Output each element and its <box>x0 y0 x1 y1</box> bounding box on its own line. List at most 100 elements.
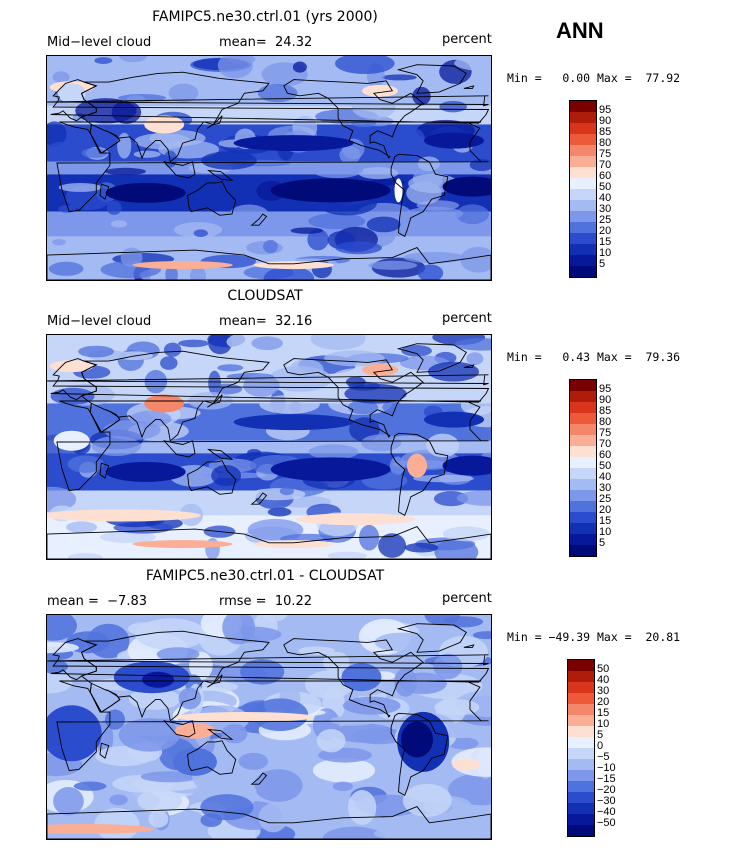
field-patch <box>81 148 108 158</box>
coastline <box>89 123 121 154</box>
field-patch <box>361 434 402 452</box>
colorbar-swatch <box>568 726 594 737</box>
field-patch <box>57 83 86 104</box>
colorbar-swatch <box>568 748 594 759</box>
coastline <box>463 85 475 89</box>
colorbar-swatch <box>570 479 596 490</box>
field-patch <box>454 56 491 71</box>
field-patch <box>401 345 433 357</box>
field-patch <box>324 350 385 367</box>
colorbar-swatch <box>570 501 596 512</box>
coastline <box>162 720 196 738</box>
field-patch <box>374 632 431 652</box>
colorbar-tick-label: 60 <box>599 449 612 461</box>
field-patch <box>272 343 314 362</box>
field-patch <box>253 261 334 270</box>
field-patch <box>401 721 433 758</box>
field-patch <box>358 167 399 180</box>
colorbar-swatch <box>568 825 594 836</box>
colorbar-tick-label: 5 <box>599 537 606 549</box>
colorbar-tick-label: −10 <box>597 762 616 774</box>
colorbar-swatch <box>570 101 596 112</box>
coastline <box>283 358 424 438</box>
field-patch <box>351 95 396 119</box>
panel1-variable-label: Mid−level cloud <box>47 35 152 50</box>
field-patch <box>78 345 115 358</box>
field-patch <box>47 642 79 654</box>
field-patch <box>344 383 407 404</box>
field-patch <box>134 618 207 650</box>
colorbar-tick-label: 95 <box>599 104 612 116</box>
field-patch <box>405 206 464 221</box>
field-patch <box>454 338 491 351</box>
field-patch <box>263 239 278 253</box>
field-patch <box>105 182 186 203</box>
coastline <box>390 153 449 238</box>
colorbar-swatch <box>570 468 596 479</box>
field-patch <box>178 339 210 348</box>
field-patch <box>307 228 329 251</box>
field-patch <box>439 100 468 113</box>
field-patch <box>94 57 113 65</box>
field-patch <box>407 453 427 478</box>
field-patch <box>253 540 334 549</box>
field-patch <box>47 824 154 835</box>
coastline <box>47 247 491 280</box>
colorbar-tick-label: 10 <box>597 718 610 730</box>
colorbar-tick-label: 85 <box>599 126 612 138</box>
field-patch <box>178 687 202 710</box>
coastline <box>283 638 424 718</box>
colorbar-tick-label: 20 <box>599 504 612 516</box>
field-patch <box>329 715 377 726</box>
panel3-units-label: percent <box>442 591 492 606</box>
field-patch <box>258 803 288 833</box>
colorbar-swatch <box>570 446 596 457</box>
coastline <box>56 121 489 213</box>
field-patch <box>233 414 354 431</box>
field-patch <box>144 394 185 413</box>
colorbar-tick-label: 70 <box>599 159 612 171</box>
colorbar-tick-label: 15 <box>599 236 612 248</box>
coastline <box>162 161 196 179</box>
colorbar-swatch <box>568 671 594 682</box>
field-patch <box>67 553 103 559</box>
field-patch <box>109 794 128 806</box>
field-patch <box>394 667 417 697</box>
field-patch <box>378 533 407 558</box>
coastline <box>47 654 489 666</box>
colorbar-tick-label: 50 <box>597 663 610 675</box>
field-patch <box>412 86 431 106</box>
field-patch <box>58 183 103 192</box>
colorbar-swatch <box>570 402 596 413</box>
field-patch <box>456 204 489 225</box>
field-patch <box>132 540 233 549</box>
colorbar-swatch <box>568 693 594 704</box>
field-patch <box>322 826 386 839</box>
field-patch <box>163 150 178 168</box>
colorbar-swatch <box>570 200 596 211</box>
colorbar-tick-label: 25 <box>599 214 612 226</box>
colorbar-swatch <box>570 211 596 222</box>
panel2-title: CLOUDSAT <box>227 288 303 304</box>
colorbar-tick-label: −30 <box>597 795 616 807</box>
field-patch <box>201 151 257 170</box>
panel1-minmax: Min = 0.00 Max = 77.92 <box>507 71 681 85</box>
field-patch <box>52 71 70 83</box>
field-patch <box>209 383 243 395</box>
colorbar-tick-label: 5 <box>599 258 606 270</box>
coastline <box>89 402 121 433</box>
colorbar-swatch <box>570 255 596 266</box>
colorbar-swatch <box>568 715 594 726</box>
field-patch <box>200 794 254 821</box>
colorbar-swatch <box>568 803 594 814</box>
colorbar-tick-label: 20 <box>599 225 612 237</box>
coastline <box>390 432 449 517</box>
colorbar-tick-label: −5 <box>597 751 610 763</box>
field-patch <box>117 132 132 159</box>
field-patch <box>47 670 73 694</box>
field-patch <box>53 430 90 451</box>
colorbar-swatch <box>568 814 594 825</box>
coastline <box>207 169 234 182</box>
colorbar-tick-label: −50 <box>597 817 616 829</box>
field-patch <box>374 828 418 839</box>
